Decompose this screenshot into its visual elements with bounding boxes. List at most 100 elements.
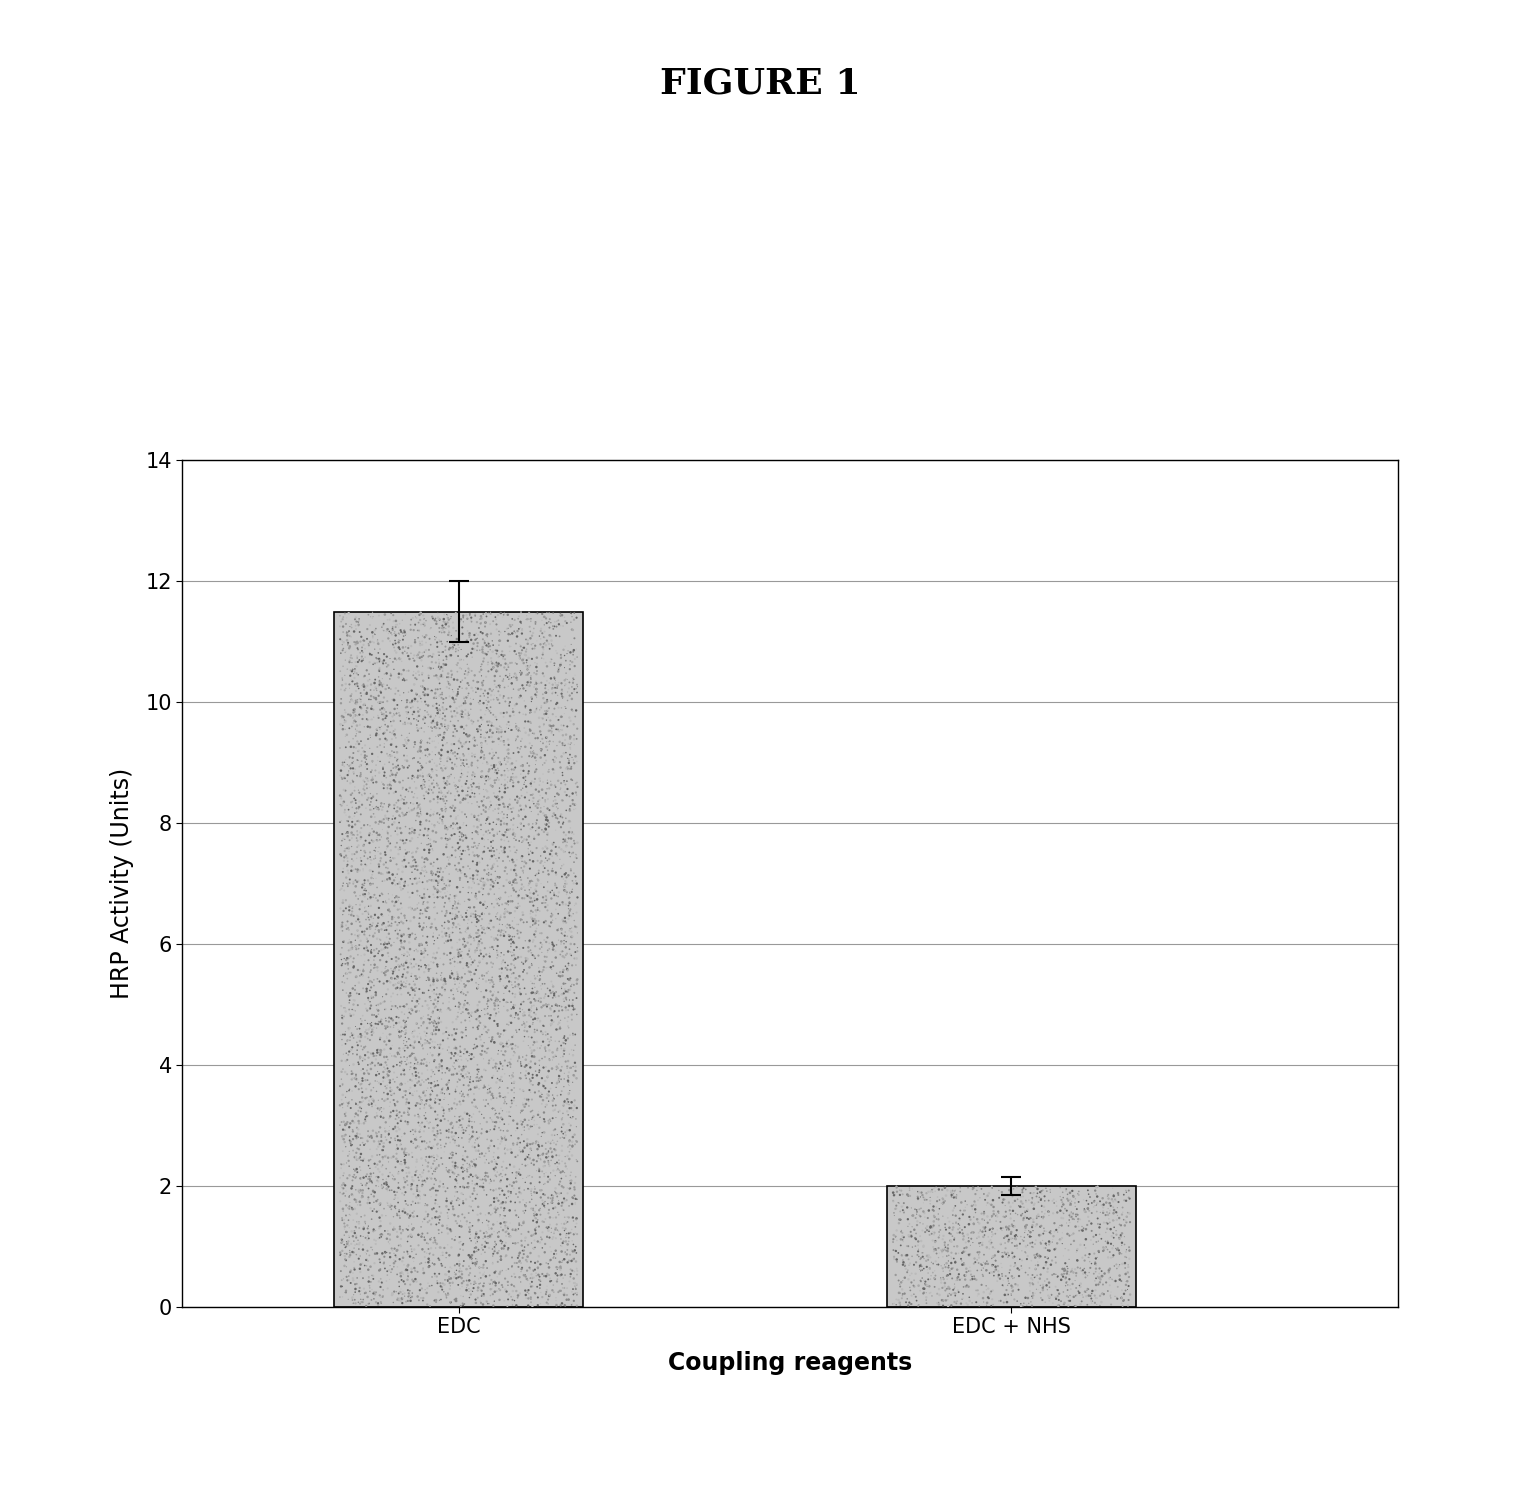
- Point: [388, 817, 412, 841]
- Point: [344, 1102, 368, 1126]
- Point: [483, 1197, 508, 1221]
- Point: [441, 836, 465, 860]
- Point: [561, 872, 585, 895]
- Point: [403, 995, 427, 1019]
- Point: [337, 637, 362, 661]
- Point: [1117, 1236, 1142, 1259]
- Point: [955, 1243, 979, 1267]
- Point: [353, 1035, 377, 1059]
- Point: [436, 990, 461, 1014]
- Point: [1110, 1286, 1134, 1310]
- Point: [397, 1051, 421, 1075]
- Point: [520, 1041, 544, 1065]
- Point: [499, 1124, 523, 1148]
- Point: [392, 904, 416, 928]
- Point: [430, 621, 454, 644]
- Point: [354, 980, 378, 1004]
- Point: [499, 769, 523, 793]
- Point: [353, 843, 377, 867]
- Point: [328, 1259, 353, 1283]
- Point: [410, 662, 435, 686]
- Point: [527, 1262, 552, 1286]
- Point: [442, 1105, 467, 1129]
- Point: [363, 1011, 388, 1035]
- Point: [546, 642, 570, 665]
- Point: [1097, 1256, 1122, 1280]
- Point: [410, 933, 435, 956]
- Point: [351, 702, 375, 726]
- Point: [1088, 1200, 1113, 1224]
- Point: [392, 1270, 416, 1293]
- Point: [897, 1253, 921, 1277]
- Point: [416, 841, 441, 864]
- Point: [461, 1243, 485, 1267]
- Point: [439, 928, 464, 952]
- Point: [901, 1204, 926, 1228]
- Point: [333, 1236, 357, 1259]
- Point: [348, 964, 372, 988]
- Point: [1108, 1264, 1132, 1287]
- Point: [389, 1287, 413, 1311]
- Point: [401, 979, 426, 1002]
- Point: [544, 806, 568, 830]
- Point: [372, 698, 397, 722]
- Point: [459, 792, 483, 815]
- Point: [1050, 1200, 1075, 1224]
- Point: [530, 961, 555, 985]
- Point: [1087, 1265, 1111, 1289]
- Point: [389, 1149, 413, 1173]
- Point: [375, 808, 400, 832]
- Point: [508, 909, 532, 933]
- Point: [391, 642, 415, 665]
- Point: [447, 835, 471, 858]
- Point: [331, 827, 356, 851]
- Point: [909, 1246, 933, 1270]
- Point: [435, 1155, 459, 1179]
- Point: [447, 1135, 471, 1158]
- Point: [538, 1028, 562, 1051]
- Point: [1066, 1256, 1090, 1280]
- Point: [527, 1215, 552, 1238]
- Point: [482, 655, 506, 679]
- Point: [492, 655, 517, 679]
- Point: [1035, 1238, 1059, 1262]
- Point: [1093, 1236, 1117, 1259]
- Point: [421, 1117, 445, 1140]
- Point: [331, 704, 356, 728]
- Point: [400, 1225, 424, 1249]
- Point: [427, 1249, 451, 1273]
- Point: [497, 979, 521, 1002]
- Point: [520, 977, 544, 1001]
- Point: [380, 907, 404, 931]
- Point: [1079, 1289, 1104, 1313]
- Point: [538, 1161, 562, 1185]
- Point: [447, 1243, 471, 1267]
- Point: [1011, 1230, 1035, 1253]
- Point: [442, 1228, 467, 1252]
- Point: [514, 793, 538, 817]
- Point: [401, 970, 426, 993]
- Point: [413, 751, 438, 775]
- Point: [506, 1250, 530, 1274]
- Point: [550, 763, 575, 787]
- Point: [556, 1222, 581, 1246]
- Point: [549, 1279, 573, 1302]
- Point: [527, 698, 552, 722]
- Point: [347, 637, 371, 661]
- Point: [461, 867, 485, 891]
- Point: [450, 1020, 474, 1044]
- Point: [371, 674, 395, 698]
- Point: [356, 1124, 380, 1148]
- Point: [529, 986, 553, 1010]
- Point: [486, 644, 511, 668]
- Point: [330, 952, 354, 976]
- Point: [415, 1087, 439, 1111]
- Point: [1108, 1241, 1132, 1265]
- Point: [547, 1065, 572, 1089]
- Point: [473, 858, 497, 882]
- Point: [447, 1090, 471, 1114]
- Point: [499, 1047, 523, 1071]
- Point: [909, 1230, 933, 1253]
- Point: [415, 915, 439, 939]
- Point: [430, 805, 454, 829]
